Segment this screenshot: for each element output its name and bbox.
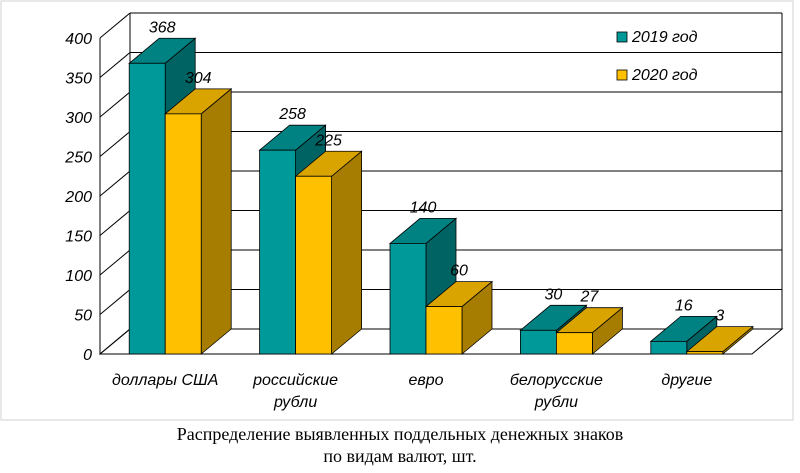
gridline-side xyxy=(99,289,131,315)
bar-front xyxy=(128,62,166,355)
gridline-side xyxy=(99,170,131,197)
caption-line-2: по видам валют, шт. xyxy=(323,446,477,466)
bar xyxy=(685,325,754,355)
bar-front xyxy=(556,332,593,355)
category-label-line: белорусские xyxy=(510,372,603,389)
caption-line-1: Распределение выявленных поддельных дене… xyxy=(176,424,624,444)
data-label: 30 xyxy=(545,286,563,303)
bar-front xyxy=(164,113,202,355)
data-label: 225 xyxy=(314,132,342,149)
bar-front xyxy=(686,351,724,355)
gridline-side xyxy=(99,210,131,236)
gridline-side xyxy=(99,131,131,157)
bar xyxy=(164,87,233,355)
category-labels: доллары США российские рубли евро белорусски… xyxy=(112,372,712,411)
bar-side xyxy=(331,150,363,355)
data-label: 258 xyxy=(278,106,306,123)
gridline-side xyxy=(99,249,131,276)
y-tick-label: 250 xyxy=(64,150,92,167)
legend-item: 2020 год xyxy=(616,67,698,84)
y-tick-label: 0 xyxy=(83,347,92,364)
y-tick-label: 400 xyxy=(65,31,92,48)
legend: 2019 год 2020 год xyxy=(616,29,698,84)
category-label-line: евро xyxy=(408,372,443,389)
category-label-line: рубли xyxy=(273,394,317,411)
category-label-line: доллары США xyxy=(112,372,218,389)
y-tick-label: 300 xyxy=(65,110,92,127)
y-tick-label: 50 xyxy=(74,308,92,325)
bar xyxy=(555,306,624,355)
data-label: 368 xyxy=(149,19,176,36)
data-label: 27 xyxy=(580,289,600,306)
y-tick-label: 200 xyxy=(64,189,92,206)
bar-front xyxy=(425,306,463,355)
data-labels: 368 304 258 225 140 60 30 27 16 3 xyxy=(149,19,724,324)
bar xyxy=(294,150,363,355)
bar-front xyxy=(650,340,688,355)
category-label: другие xyxy=(661,372,712,389)
bars xyxy=(128,37,754,355)
category-label-line: рубли xyxy=(534,394,578,411)
chart-frame xyxy=(0,0,794,421)
bar xyxy=(649,315,718,355)
data-label: 16 xyxy=(675,297,693,314)
legend-item: 2019 год xyxy=(616,29,698,46)
chart-caption: Распределение выявленных поддельных дене… xyxy=(0,423,800,467)
bar-front xyxy=(520,329,557,355)
bar-side xyxy=(200,87,232,355)
category-label: российские рубли xyxy=(252,372,338,411)
y-tick-label: 350 xyxy=(65,71,92,88)
gridline-side xyxy=(99,91,131,118)
data-label: 304 xyxy=(185,70,212,87)
data-label: 3 xyxy=(715,308,724,325)
legend-swatch xyxy=(616,69,628,81)
gridline-side xyxy=(99,12,131,39)
gridline-side xyxy=(99,52,131,78)
data-label: 60 xyxy=(450,263,468,280)
legend-label: 2019 год xyxy=(631,29,698,46)
legend-swatch xyxy=(616,31,628,43)
bar-front xyxy=(389,242,427,355)
legend-label: 2020 год xyxy=(631,67,698,84)
category-label-line: другие xyxy=(661,372,712,389)
category-label-line: российские xyxy=(252,372,338,389)
category-label: доллары США xyxy=(112,372,218,389)
y-tick-label: 150 xyxy=(65,229,92,246)
category-label: евро xyxy=(408,372,443,389)
bar xyxy=(424,280,494,355)
y-axis-ticks: 0 50 100 150 200 250 300 350 400 xyxy=(64,31,92,364)
bar-front xyxy=(295,175,333,355)
y-tick-label: 100 xyxy=(65,268,92,285)
data-label: 140 xyxy=(410,199,437,216)
category-label: белорусские рубли xyxy=(510,372,603,411)
bar-front xyxy=(259,149,297,355)
grid-lines xyxy=(99,12,782,355)
